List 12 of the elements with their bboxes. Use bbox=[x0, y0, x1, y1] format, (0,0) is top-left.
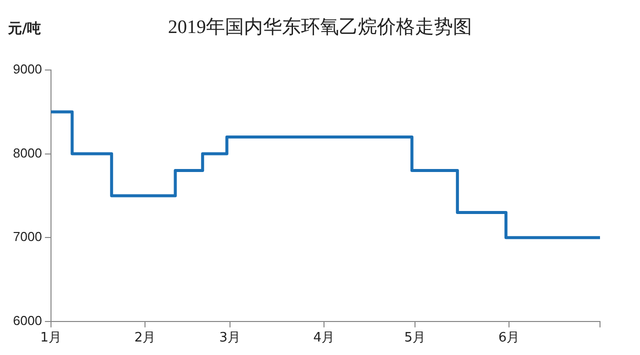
y-tick-label: 9000 bbox=[13, 62, 42, 77]
x-tick-label: 4月 bbox=[313, 330, 335, 346]
x-tick-label: 1月 bbox=[40, 330, 62, 346]
chart-title: 2019年国内华东环氧乙烷价格走势图 bbox=[168, 17, 472, 38]
y-tick-label: 8000 bbox=[13, 145, 42, 160]
x-tick-label: 6月 bbox=[498, 330, 520, 346]
y-tick-label: 7000 bbox=[13, 229, 42, 244]
x-tick-label: 5月 bbox=[404, 330, 426, 346]
x-tick-label: 2月 bbox=[134, 330, 156, 346]
x-tick-label: 3月 bbox=[219, 330, 241, 346]
y-axis-title: 元/吨 bbox=[8, 20, 42, 38]
y-tick-label: 6000 bbox=[13, 312, 42, 328]
